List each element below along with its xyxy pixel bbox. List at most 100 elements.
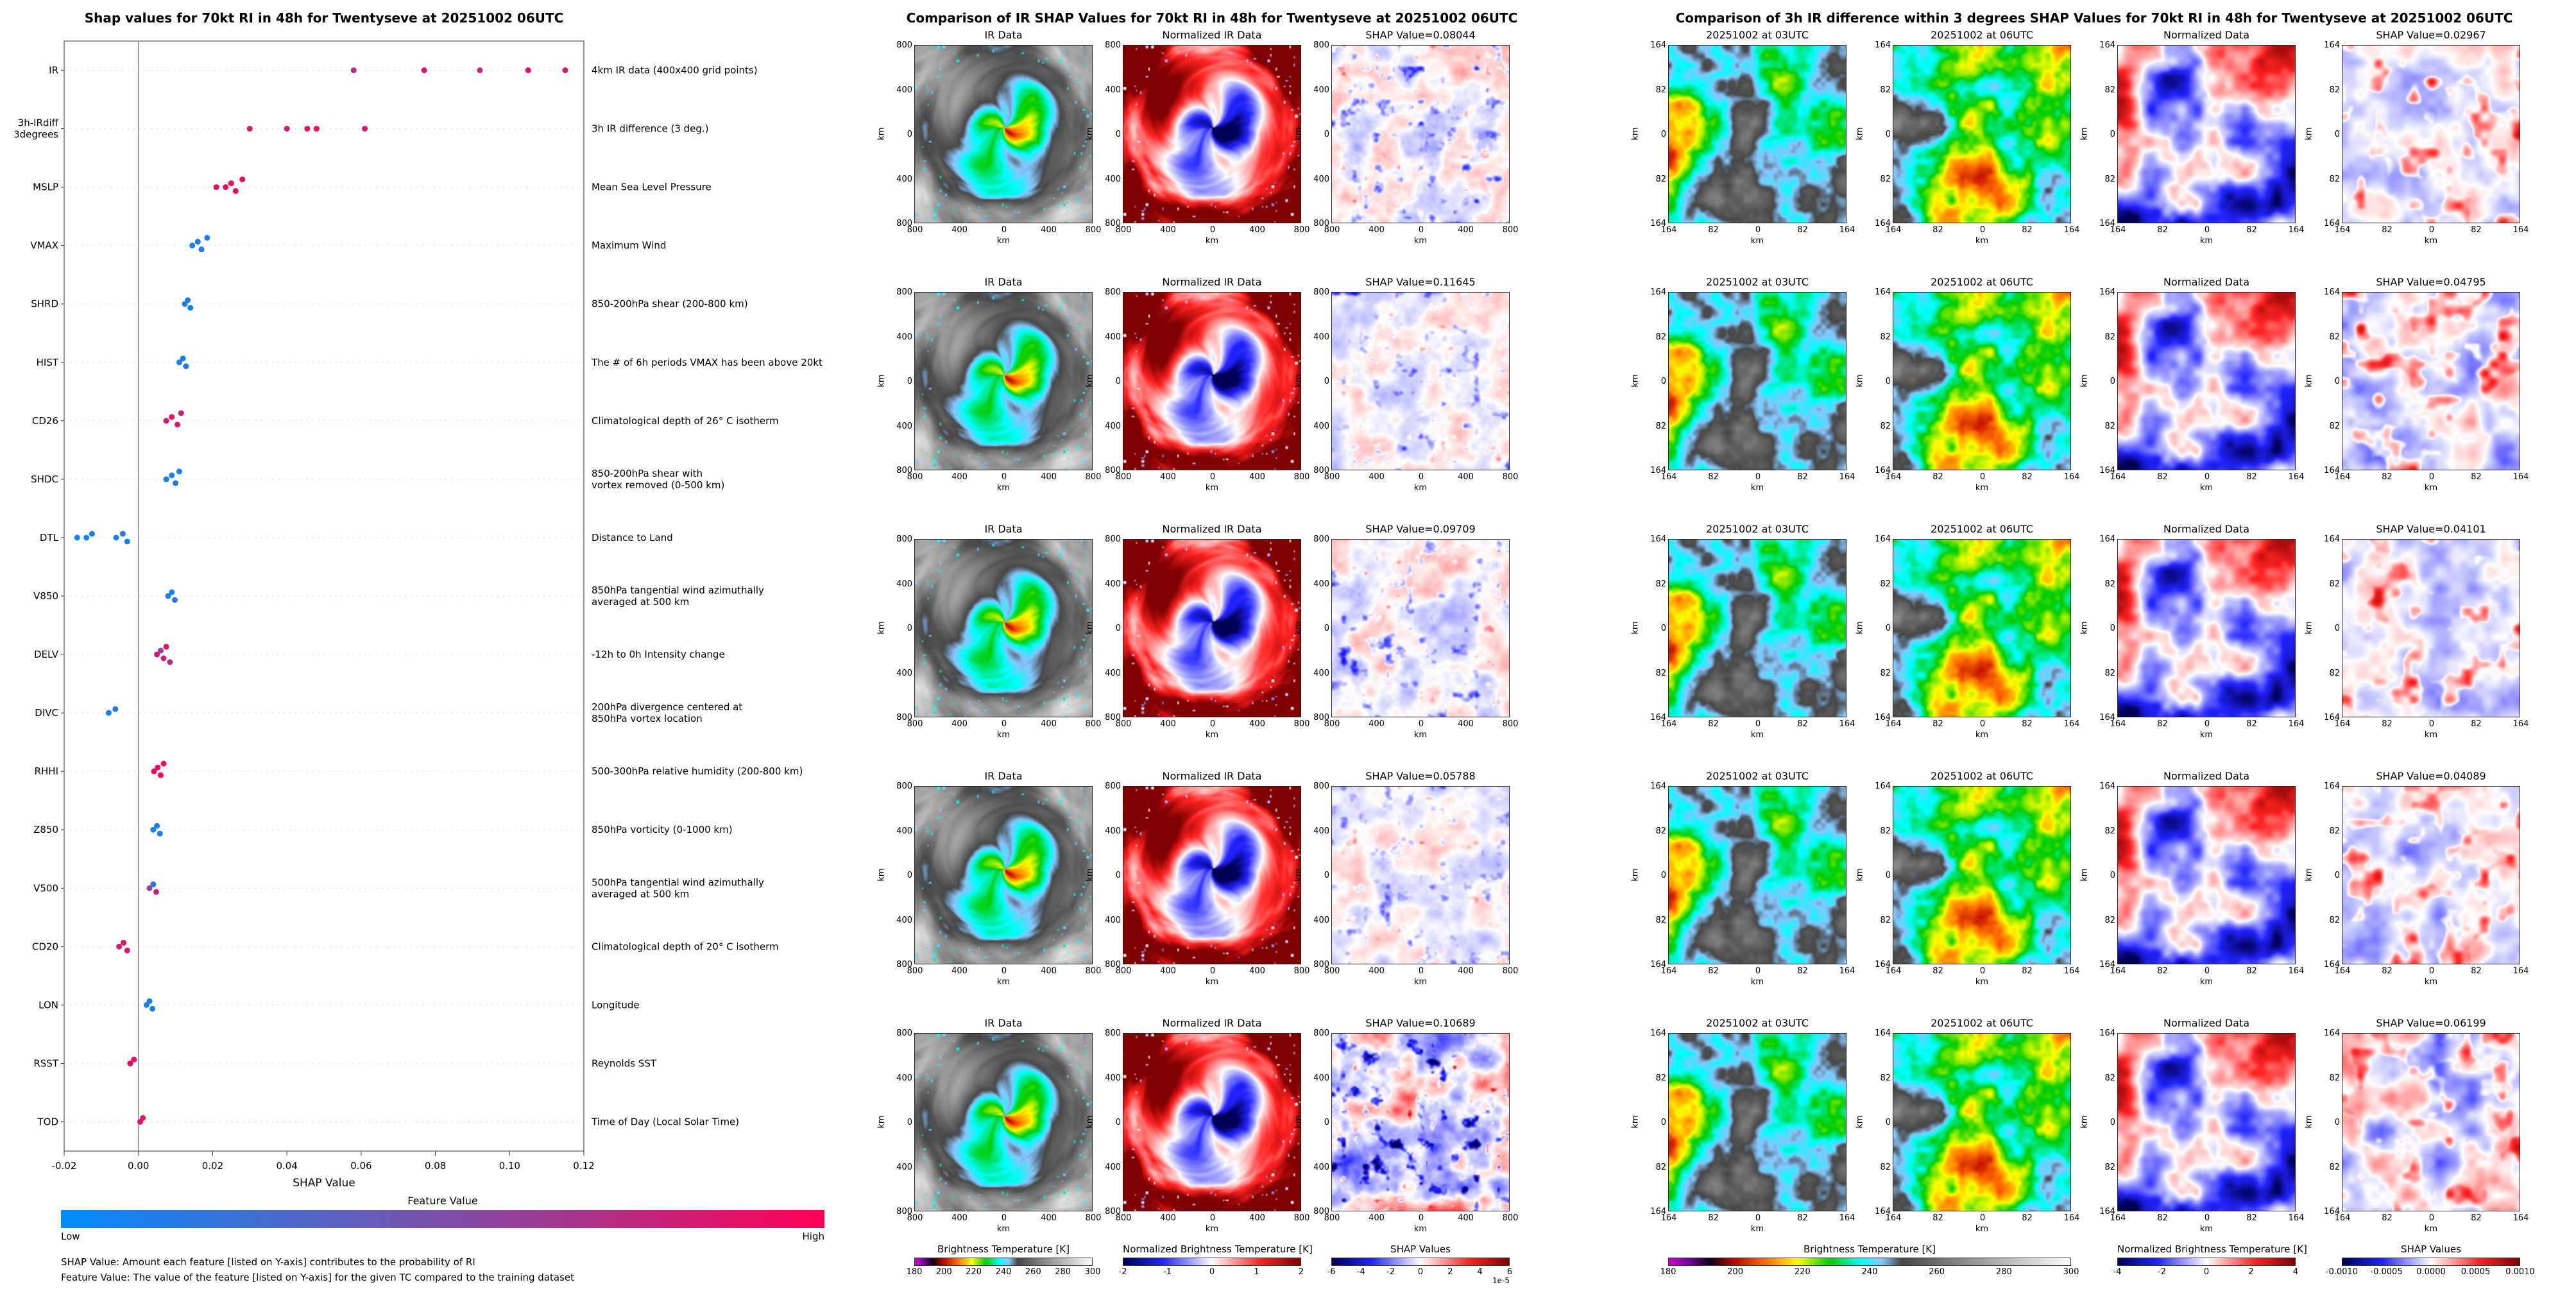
heatmap-image: 800 800 400 400 0 0 400 400 800 800 km km: [1294, 287, 1519, 493]
feature-name: V500: [33, 882, 58, 894]
subplot-title: Normalized IR Data: [1162, 29, 1262, 41]
y-axis-unit-label: km: [1630, 868, 1641, 882]
shap-point: [169, 589, 175, 595]
x-tick-label: 400: [1249, 1213, 1265, 1223]
heatmap-image: 800 800 400 400 0 0 400 400 800 800 km km: [1294, 781, 1519, 987]
colorbar-offset-text: 1e-5: [1492, 1276, 1510, 1285]
irZoom-canvas: [1669, 46, 1846, 223]
x-tick-label: 0: [1979, 1213, 1986, 1223]
irZoom-canvas: [1669, 787, 1846, 964]
x-tick-label: 0: [2204, 225, 2210, 235]
colorbar-tick-row: -4 -2 0 2 4: [2113, 1266, 2299, 1277]
shap-point: [124, 947, 130, 953]
subplot-title: SHAP Value=0.11645: [1365, 276, 1476, 288]
x-axis-unit-label: km: [1205, 483, 1219, 493]
x-tick-label: 800: [1115, 1213, 1132, 1223]
shap-point: [189, 243, 196, 249]
subplot-shapZoom: SHAP Value=0.04101 164 164 82 82 0 0 82 82 164 164…: [2305, 522, 2529, 740]
x-tick-label: 0: [2428, 966, 2435, 976]
shap-point: [127, 1060, 133, 1066]
x-tick-label: 0.12: [573, 1160, 594, 1172]
colorbar-tick-label: 260: [1929, 1267, 1945, 1277]
shap-point: [157, 830, 163, 837]
y-axis-unit-label: km: [1085, 621, 1095, 635]
shapWide-canvas: [1332, 46, 1509, 223]
heatmap-image: 800 800 400 400 0 0 400 400 800 800 km km: [1086, 534, 1310, 740]
y-axis-unit-label: km: [1855, 374, 1865, 388]
colorbar-tick-label: 260: [1025, 1267, 1041, 1277]
x-tick-label: 82: [2022, 966, 2033, 976]
y-tick-label: 82: [1880, 1162, 1891, 1172]
x-tick-label: 0: [2428, 472, 2435, 482]
y-tick-label: 800: [1105, 40, 1121, 50]
y-tick-label: 82: [2329, 826, 2340, 836]
y-tick-label: 800: [1313, 960, 1329, 969]
feature-description: 850hPa tangential wind azimuthally averag…: [592, 585, 764, 608]
shap-point: [163, 476, 169, 482]
x-tick-label: 82: [2471, 719, 2482, 729]
shap-point: [176, 468, 182, 475]
shap-point: [131, 1056, 137, 1063]
colorbar-tick-label: 0.0010: [2505, 1267, 2535, 1277]
heatmap-image: 164 164 82 82 0 0 82 82 164 164 km km: [2305, 1029, 2529, 1234]
x-tick-label: 800: [1085, 1213, 1102, 1223]
x-tick-label: 82: [2157, 225, 2168, 235]
x-tick-label: 800: [1293, 1213, 1310, 1223]
shap-point: [171, 597, 178, 603]
x-tick-label: 400: [1041, 225, 1057, 235]
shap-point: [89, 531, 95, 537]
shap-point: [178, 410, 184, 416]
y-tick-label: 164: [2099, 534, 2115, 544]
subplot-title: 20251002 at 06UTC: [1931, 29, 2033, 41]
y-axis-unit-label: km: [1855, 1115, 1865, 1129]
x-tick-label: 400: [1458, 472, 1474, 482]
y-tick-label: 164: [2324, 1207, 2340, 1216]
x-tick-label: 0: [1418, 719, 1424, 729]
colorbar-tick-label: 6: [1506, 1267, 1513, 1277]
colorbar-tick-row: -6 -4 -2 0 2 4 6: [1327, 1266, 1513, 1277]
shap-point: [167, 659, 173, 665]
y-tick-label: 0: [1885, 871, 1891, 880]
y-tick-label: 82: [1655, 826, 1666, 836]
subplot-title: SHAP Value=0.10689: [1365, 1017, 1476, 1029]
y-tick-label: 0: [1324, 130, 1329, 139]
x-tick-label: 800: [907, 225, 923, 235]
x-tick-label: 82: [2022, 1213, 2033, 1223]
subplot-title: Normalized IR Data: [1162, 1017, 1262, 1029]
y-tick-label: 82: [2104, 579, 2115, 589]
x-tick-label: 0: [1755, 225, 1761, 235]
y-tick-label: 82: [2329, 332, 2340, 342]
y-tick-label: 0: [1660, 871, 1666, 880]
x-axis-unit-label: km: [1413, 483, 1428, 493]
subplot-title: SHAP Value=0.02967: [2376, 29, 2486, 41]
x-tick-label: 164: [1839, 1213, 1855, 1223]
subplot-title: Normalized Data: [2163, 523, 2250, 535]
colorbar-low-label: Low: [61, 1231, 80, 1242]
y-tick-label: 400: [1313, 826, 1329, 836]
subplot-title: 20251002 at 06UTC: [1931, 1017, 2033, 1029]
heatmap-image: 164 164 82 82 0 0 82 82 164 164 km km: [1631, 534, 1855, 740]
shap-point: [150, 826, 157, 833]
x-tick-label: 800: [1324, 1213, 1340, 1223]
feature-value-colorbar: [61, 1210, 824, 1228]
x-axis-unit-label: km: [1413, 977, 1428, 987]
y-tick-label: 82: [1880, 915, 1891, 925]
subplot-irZoom: 20251002 at 06UTC 164 164 82 82 0 0 82 82 164 164 k…: [1855, 275, 2080, 493]
footnote-shap-definition: SHAP Value: Amount each feature [listed …: [61, 1256, 475, 1268]
feature-description: 850-200hPa shear with vortex removed (0-5…: [592, 468, 724, 491]
heatmap-image: 164 164 82 82 0 0 82 82 164 164 km km: [2305, 534, 2529, 740]
x-tick-label: 800: [1502, 472, 1519, 482]
colorbar: Normalized Brightness Temperature [K] -2-…: [1119, 1243, 1313, 1277]
colorbar-tick-label: -4: [1356, 1267, 1365, 1277]
x-tick-label: 0: [1418, 225, 1424, 235]
colorbar-tick-row: -0.0010 -0.0005 0.0000 0.0005 0.0010: [2326, 1266, 2535, 1277]
x-tick-label: 800: [1085, 472, 1102, 482]
subplot-shapZoom: SHAP Value=0.04795 164 164 82 82 0 0 82 82 164 164…: [2305, 275, 2529, 493]
subplot-irZoom: 20251002 at 06UTC 164 164 82 82 0 0 82 82 164 164 k…: [1855, 769, 2080, 987]
y-tick-label: 0: [1324, 624, 1329, 633]
subplot-title: SHAP Value=0.06199: [2376, 1017, 2486, 1029]
y-axis-unit-label: km: [1293, 127, 1304, 141]
y-tick-label: 0: [907, 1118, 912, 1127]
x-tick-label: 400: [1160, 225, 1176, 235]
y-axis-unit-label: km: [2304, 374, 2314, 388]
